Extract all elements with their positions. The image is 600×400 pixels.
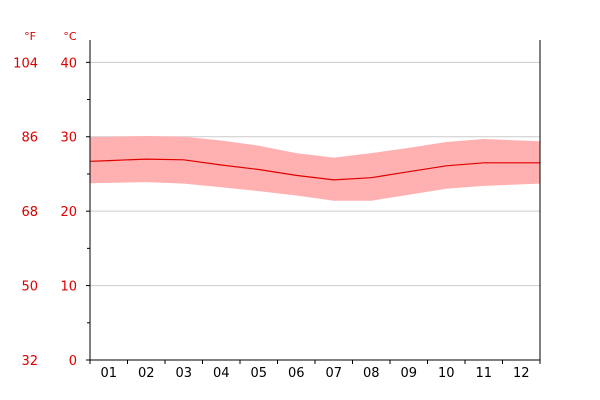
temperature-range-band [90, 136, 540, 201]
celsius-tick-label: 10 [60, 280, 77, 295]
fahrenheit-tick-label: 50 [21, 280, 38, 295]
month-label: 12 [513, 366, 530, 381]
month-label: 07 [325, 366, 342, 381]
fahrenheit-tick-label: 32 [21, 354, 38, 369]
month-label: 01 [100, 366, 117, 381]
month-label: 08 [363, 366, 380, 381]
month-label: 04 [213, 366, 230, 381]
celsius-unit-label: °C [63, 30, 77, 43]
celsius-tick-label: 0 [69, 354, 77, 369]
celsius-tick-label: 20 [60, 205, 77, 220]
celsius-tick-label: 30 [60, 131, 77, 146]
fahrenheit-tick-label: 104 [13, 56, 38, 71]
month-label: 02 [138, 366, 155, 381]
month-label: 10 [438, 366, 455, 381]
month-label: 05 [250, 366, 267, 381]
month-label: 09 [400, 366, 417, 381]
axes [86, 40, 540, 364]
fahrenheit-unit-label: °F [24, 30, 36, 43]
fahrenheit-tick-label: 68 [21, 205, 38, 220]
celsius-tick-label: 40 [60, 56, 77, 71]
month-label: 03 [175, 366, 192, 381]
month-label: 11 [475, 366, 492, 381]
axis-labels: °F °C 0 32 10 50 20 68 30 86 40 104 01 02 03 04 05 06 07… [13, 30, 529, 381]
range-band-area [90, 136, 540, 201]
fahrenheit-tick-label: 86 [21, 131, 38, 146]
month-label: 06 [288, 366, 305, 381]
